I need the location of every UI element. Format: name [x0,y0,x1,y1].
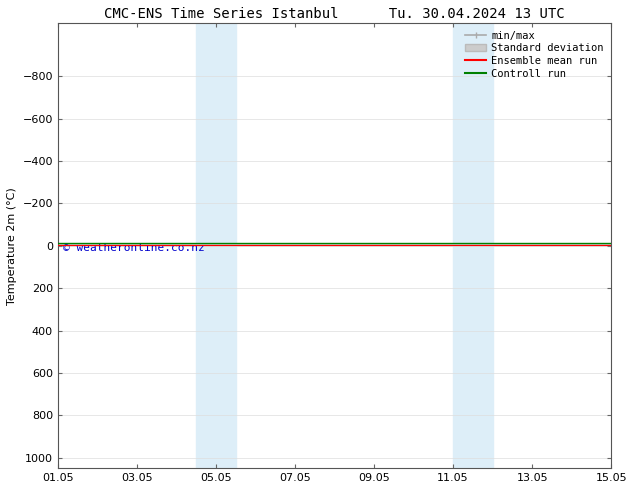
Legend: min/max, Standard deviation, Ensemble mean run, Controll run: min/max, Standard deviation, Ensemble me… [463,29,606,81]
Bar [453,24,473,468]
Y-axis label: Temperature 2m (°C): Temperature 2m (°C) [7,187,17,305]
Bar [473,24,493,468]
Title: CMC-ENS Time Series Istanbul      Tu. 30.04.2024 13 UTC: CMC-ENS Time Series Istanbul Tu. 30.04.2… [104,7,565,21]
Bar [196,24,216,468]
Bar [216,24,236,468]
Text: © weatheronline.co.nz: © weatheronline.co.nz [63,243,205,253]
